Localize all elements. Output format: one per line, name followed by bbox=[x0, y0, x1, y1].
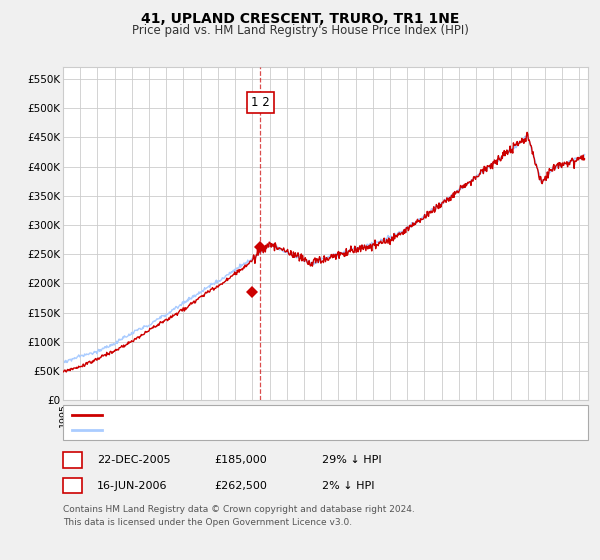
Text: £185,000: £185,000 bbox=[214, 455, 267, 465]
Text: £262,500: £262,500 bbox=[214, 480, 267, 491]
Text: 29% ↓ HPI: 29% ↓ HPI bbox=[322, 455, 382, 465]
Text: 16-JUN-2006: 16-JUN-2006 bbox=[97, 480, 168, 491]
Text: HPI: Average price, detached house, Cornwall: HPI: Average price, detached house, Corn… bbox=[108, 425, 346, 435]
Text: 41, UPLAND CRESCENT, TRURO, TR1 1NE: 41, UPLAND CRESCENT, TRURO, TR1 1NE bbox=[141, 12, 459, 26]
Text: This data is licensed under the Open Government Licence v3.0.: This data is licensed under the Open Gov… bbox=[63, 519, 352, 528]
Text: 2: 2 bbox=[69, 480, 76, 491]
Text: 22-DEC-2005: 22-DEC-2005 bbox=[97, 455, 171, 465]
Text: 1: 1 bbox=[69, 455, 76, 465]
Text: 1 2: 1 2 bbox=[251, 96, 270, 109]
Text: 41, UPLAND CRESCENT, TRURO, TR1 1NE (detached house): 41, UPLAND CRESCENT, TRURO, TR1 1NE (det… bbox=[108, 409, 418, 419]
Text: 2% ↓ HPI: 2% ↓ HPI bbox=[322, 480, 375, 491]
Text: Price paid vs. HM Land Registry's House Price Index (HPI): Price paid vs. HM Land Registry's House … bbox=[131, 24, 469, 37]
Text: Contains HM Land Registry data © Crown copyright and database right 2024.: Contains HM Land Registry data © Crown c… bbox=[63, 505, 415, 515]
